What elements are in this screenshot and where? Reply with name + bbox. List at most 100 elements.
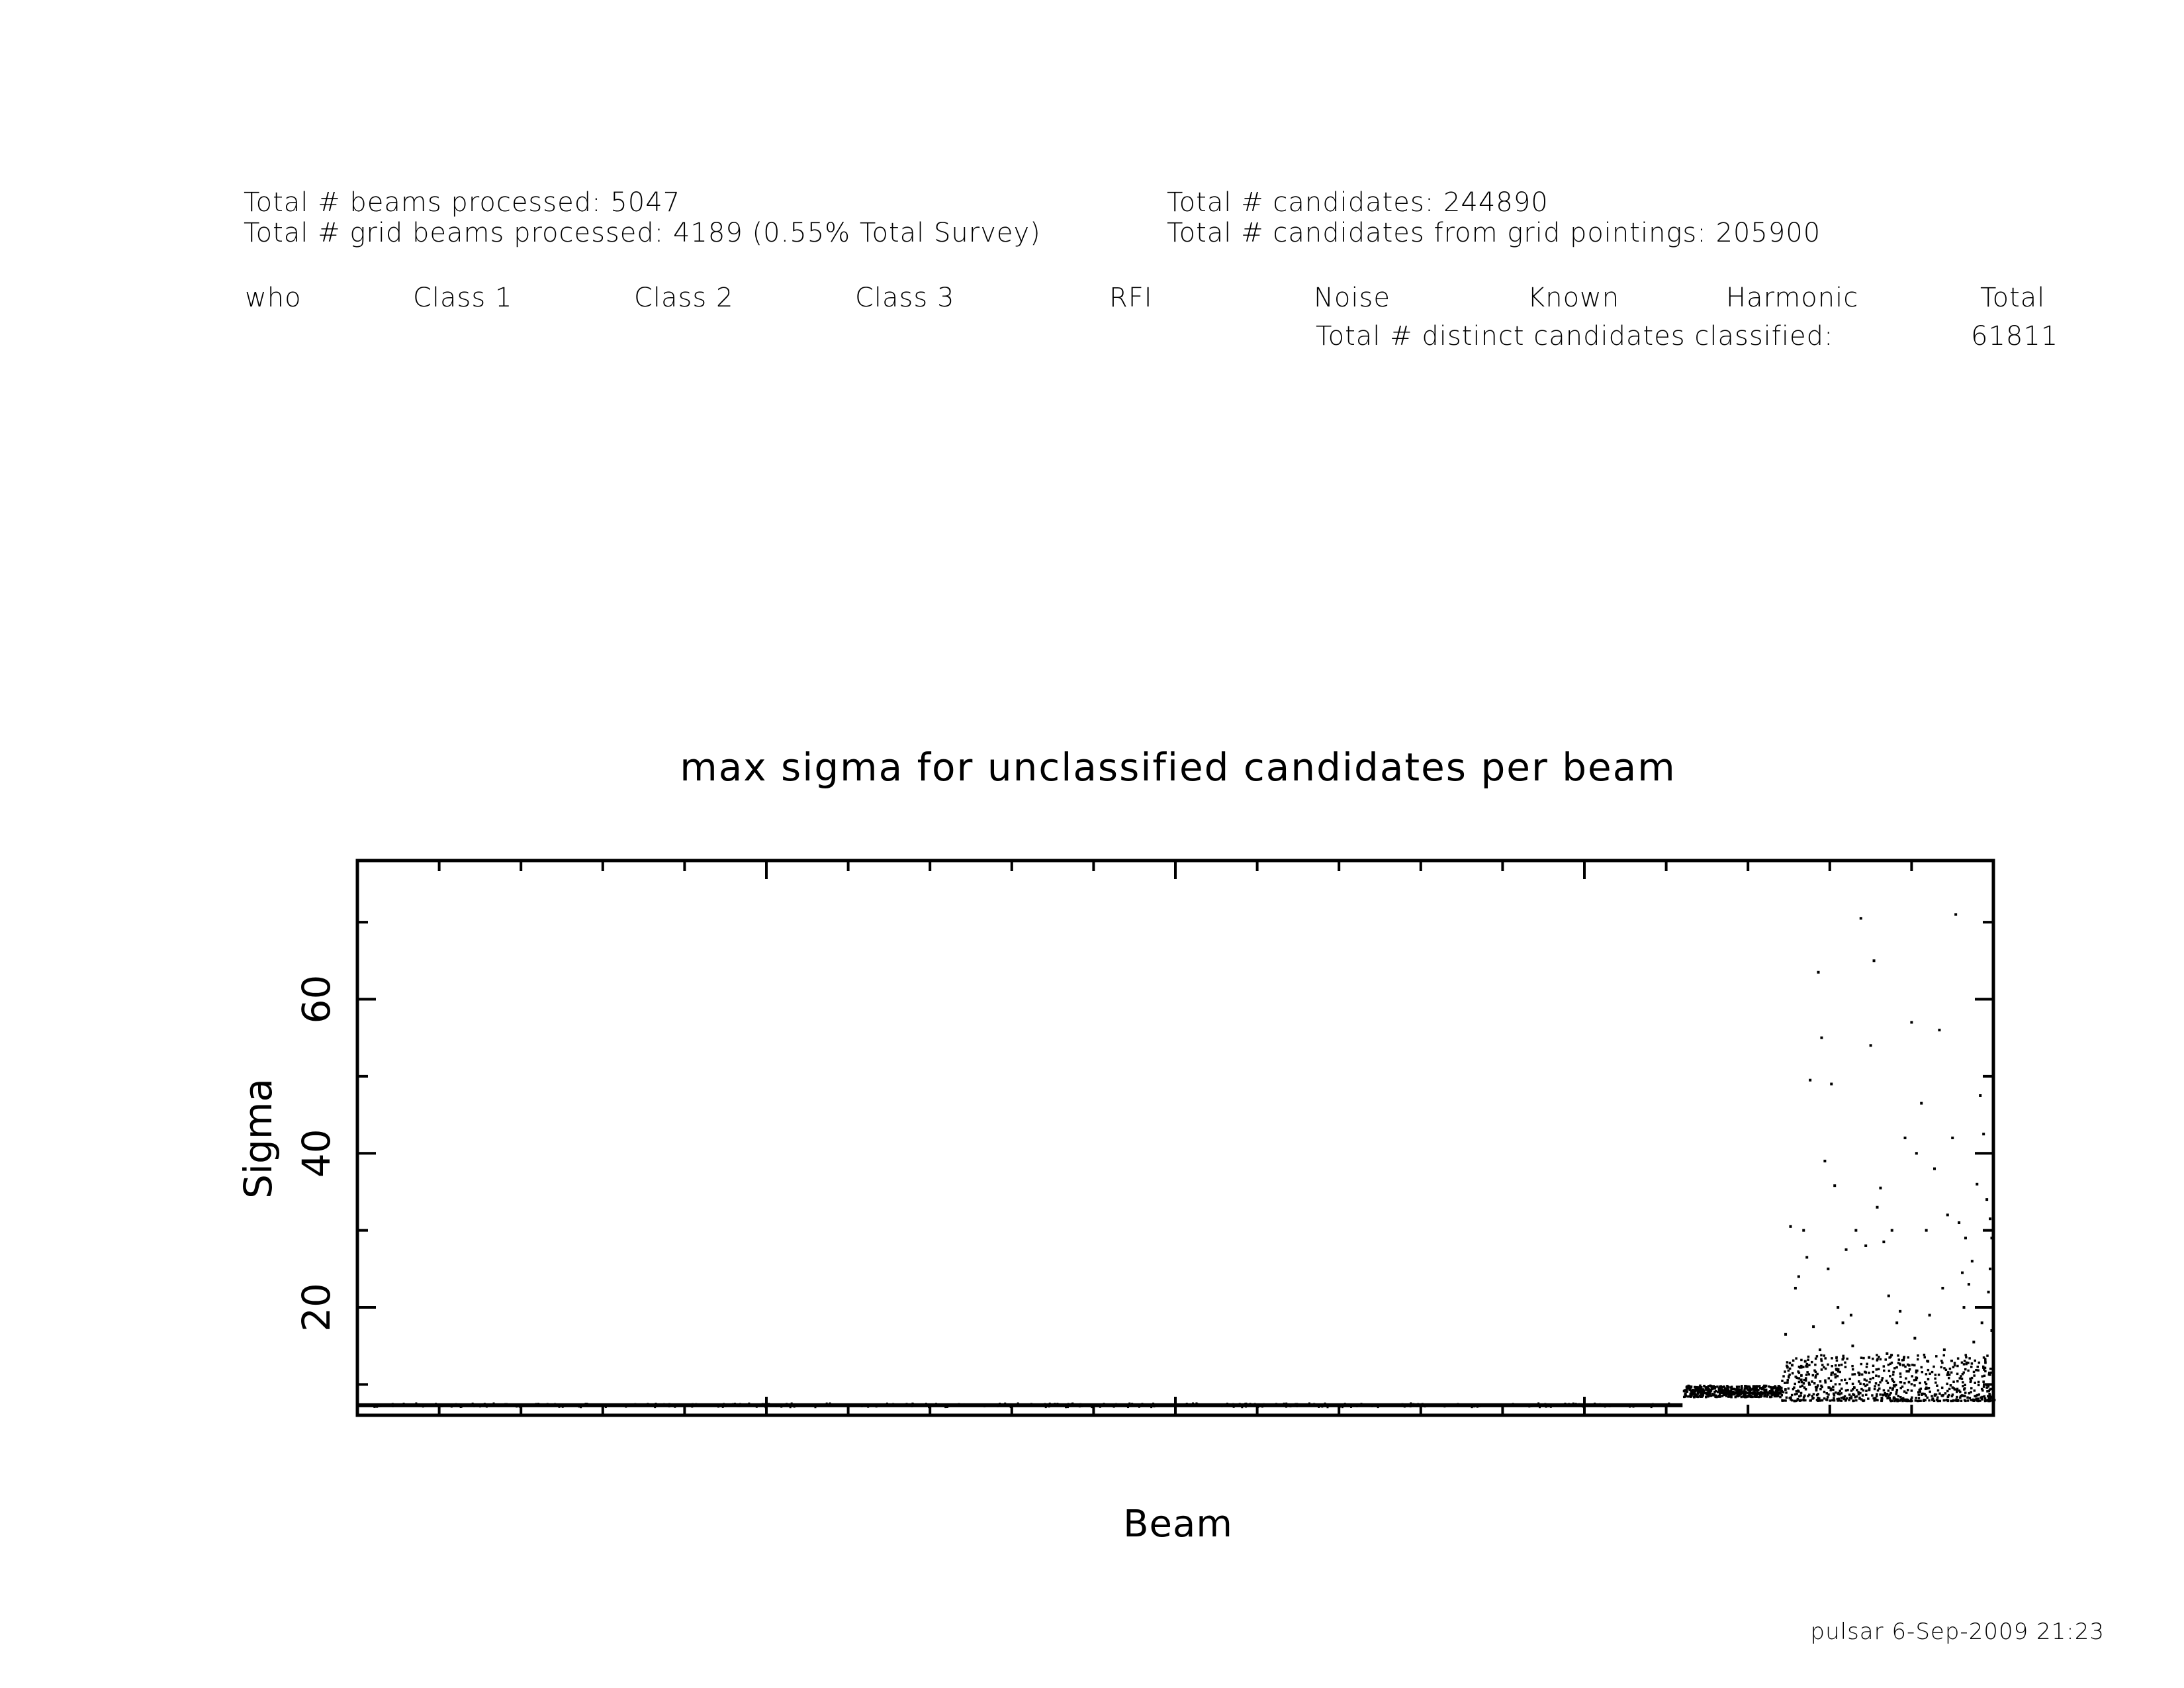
band-point bbox=[1754, 1391, 1756, 1395]
band-point bbox=[1700, 1395, 1702, 1398]
data-point bbox=[1851, 1344, 1854, 1348]
cloud-point bbox=[1787, 1387, 1790, 1390]
band-point bbox=[1754, 1389, 1757, 1392]
baseline-point bbox=[504, 1403, 507, 1405]
baseline-point bbox=[905, 1403, 908, 1405]
cloud-point bbox=[1814, 1376, 1817, 1379]
data-point bbox=[1844, 1248, 1848, 1251]
cloud-point bbox=[1925, 1373, 1928, 1376]
cloud-point bbox=[1840, 1392, 1843, 1395]
y-tick-labels: 20 40 60 bbox=[294, 975, 339, 1332]
cloud-point bbox=[1810, 1360, 1813, 1364]
cloud-point bbox=[1956, 1395, 1958, 1399]
baseline-point bbox=[376, 1405, 379, 1408]
cloud-point bbox=[1986, 1354, 1989, 1357]
cloud-point bbox=[1807, 1358, 1809, 1361]
band-point bbox=[1723, 1392, 1726, 1395]
band-point bbox=[1740, 1395, 1743, 1399]
cloud-point bbox=[1846, 1357, 1848, 1360]
band-point bbox=[1764, 1393, 1767, 1396]
baseline-point bbox=[469, 1403, 472, 1406]
cloud-point bbox=[1931, 1395, 1933, 1397]
cloud-point bbox=[1857, 1371, 1860, 1374]
baseline-point bbox=[1091, 1406, 1093, 1409]
cloud-point bbox=[1970, 1380, 1972, 1382]
baseline-point bbox=[1187, 1404, 1190, 1407]
cloud-point bbox=[1913, 1379, 1916, 1382]
baseline-point bbox=[1141, 1403, 1144, 1405]
baseline-point bbox=[837, 1404, 840, 1407]
baseline-point bbox=[1054, 1403, 1056, 1405]
band-point bbox=[1767, 1391, 1770, 1395]
baseline-point bbox=[634, 1403, 637, 1405]
cloud-point bbox=[1987, 1395, 1989, 1397]
baseline-point bbox=[1574, 1403, 1577, 1405]
baseline-point bbox=[1632, 1405, 1635, 1408]
cloud-point bbox=[1889, 1386, 1891, 1389]
band-point bbox=[1719, 1390, 1722, 1393]
band-point bbox=[1763, 1388, 1766, 1391]
cloud-point bbox=[1876, 1358, 1879, 1360]
baseline-point bbox=[976, 1403, 979, 1406]
cloud-point bbox=[1814, 1357, 1817, 1360]
band-point bbox=[1715, 1389, 1717, 1393]
data-point bbox=[1902, 1364, 1905, 1367]
cloud-point bbox=[1911, 1364, 1914, 1366]
cloud-point bbox=[1942, 1399, 1946, 1402]
band-point bbox=[1738, 1391, 1741, 1394]
cloud-point bbox=[1931, 1397, 1934, 1400]
baseline-point bbox=[1318, 1405, 1320, 1408]
cloud-point bbox=[1910, 1389, 1913, 1392]
cloud-point bbox=[1808, 1393, 1811, 1396]
cloud-point bbox=[1915, 1371, 1918, 1374]
baseline-point bbox=[1058, 1404, 1060, 1407]
cloud-point bbox=[1970, 1399, 1973, 1401]
baseline-point bbox=[825, 1402, 828, 1405]
band-point bbox=[1693, 1390, 1696, 1393]
cloud-point bbox=[1899, 1372, 1902, 1375]
cloud-point bbox=[1818, 1397, 1821, 1400]
cloud-point bbox=[1948, 1387, 1951, 1391]
band-point bbox=[1752, 1392, 1754, 1395]
data-point bbox=[1964, 1237, 1967, 1240]
cloud-point bbox=[1843, 1395, 1846, 1398]
cloud-point bbox=[1820, 1368, 1823, 1371]
beams-processed-text: Total # beams processed: 5047 bbox=[244, 187, 681, 218]
cloud-point bbox=[1929, 1372, 1931, 1376]
cloud-point bbox=[1787, 1369, 1790, 1372]
cloud-point bbox=[1818, 1398, 1821, 1401]
cloud-point bbox=[1966, 1396, 1969, 1399]
baseline-point bbox=[1113, 1405, 1115, 1408]
cloud-point bbox=[1815, 1389, 1818, 1392]
band-point bbox=[1746, 1388, 1749, 1391]
baseline-point bbox=[1048, 1405, 1050, 1408]
cloud-point bbox=[1875, 1374, 1878, 1377]
baseline-point bbox=[668, 1403, 670, 1405]
baseline-point bbox=[1604, 1405, 1606, 1408]
baseline-point bbox=[1473, 1405, 1476, 1408]
candidates-text: Total # candidates: 244890 bbox=[1167, 187, 1549, 218]
cloud-point bbox=[1781, 1399, 1784, 1402]
baseline-point bbox=[1401, 1403, 1404, 1405]
cloud-point bbox=[1866, 1383, 1869, 1386]
cloud-point bbox=[1890, 1354, 1893, 1356]
x-axis-label: Beam bbox=[1123, 1503, 1233, 1546]
band-point bbox=[1737, 1388, 1741, 1391]
baseline-point bbox=[1257, 1403, 1260, 1406]
band-point bbox=[1716, 1385, 1719, 1388]
cloud-point bbox=[1837, 1368, 1840, 1371]
data-point bbox=[1972, 1340, 1976, 1344]
cloud-point bbox=[1903, 1390, 1906, 1393]
baseline-point bbox=[1644, 1403, 1647, 1406]
cloud-point bbox=[1879, 1393, 1882, 1396]
column-header-noise: Noise bbox=[1314, 283, 1390, 313]
band-point bbox=[1712, 1387, 1715, 1389]
cloud-point bbox=[1862, 1399, 1866, 1402]
baseline-point bbox=[761, 1403, 764, 1405]
data-point bbox=[1835, 1368, 1838, 1371]
baseline-point bbox=[494, 1404, 496, 1407]
band-point bbox=[1713, 1390, 1716, 1393]
cloud-point bbox=[1981, 1398, 1983, 1401]
baseline-point bbox=[1078, 1405, 1081, 1408]
cloud-point bbox=[1974, 1382, 1976, 1384]
